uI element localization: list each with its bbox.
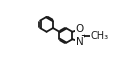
Text: N: N — [76, 37, 83, 47]
Text: CH₃: CH₃ — [91, 31, 109, 40]
Text: O: O — [75, 24, 84, 34]
